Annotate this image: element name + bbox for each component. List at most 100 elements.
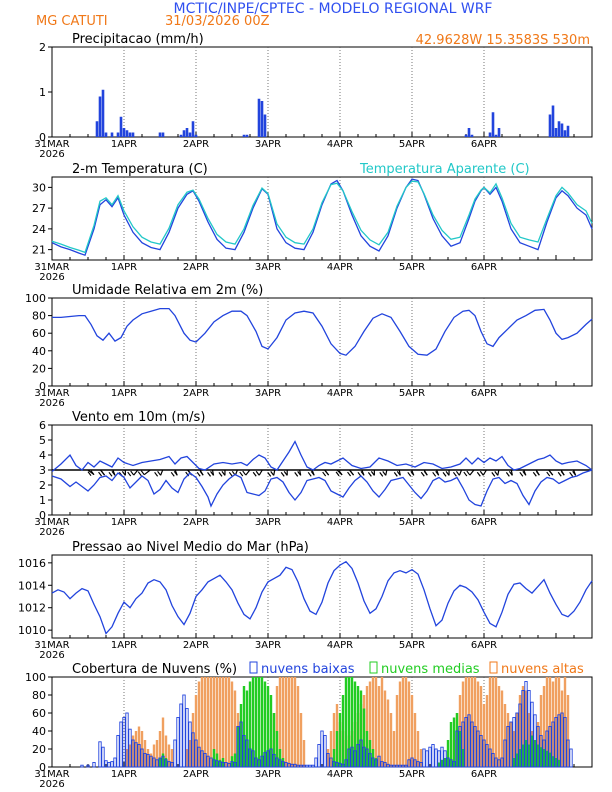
cloud-bar-nuvens-altas <box>491 677 495 767</box>
wind-barb-flag <box>196 471 201 477</box>
wind-barb <box>379 469 388 477</box>
cloud-bar-nuvens-baixas <box>440 746 444 768</box>
wind-barb <box>280 470 288 477</box>
cloud-bar-nuvens-baixas <box>317 744 321 768</box>
cloud-bar-nuvens-baixas <box>197 746 201 768</box>
cloud-bar-nuvens-medias <box>512 758 516 767</box>
wind-barb-flag <box>557 471 562 477</box>
wind-barb-flag <box>360 470 365 476</box>
precip-bar <box>122 128 126 137</box>
x-tick-label: 6APR <box>471 517 497 528</box>
cloud-legend-label: nuvens baixas <box>261 662 355 677</box>
cloud-bar-nuvens-altas <box>218 677 222 767</box>
pressure-frame <box>51 554 593 639</box>
x-tick-year: 2026 <box>39 527 64 538</box>
cloud-bar-nuvens-baixas <box>449 759 453 768</box>
cloud-bar-nuvens-altas <box>554 677 558 767</box>
cloud-bar-nuvens-altas <box>233 690 237 767</box>
wind-barb-flag <box>455 470 460 476</box>
cloud-bar-nuvens-baixas <box>509 721 513 768</box>
cloud-bar-nuvens-baixas <box>233 762 237 768</box>
cloud-bar-nuvens-altas <box>191 713 195 767</box>
wind-barb-flag <box>90 470 95 476</box>
wind-barb-flag <box>307 471 312 477</box>
cloud-bar-nuvens-medias <box>452 717 456 767</box>
wind-barb-shaft <box>273 469 276 476</box>
cloud-bar-nuvens-altas <box>566 695 570 767</box>
cloud-bar-nuvens-baixas <box>425 750 429 768</box>
wind-barb-flag <box>255 470 260 476</box>
cloud-bar-nuvens-baixas <box>293 763 297 768</box>
cloud-bar-nuvens-baixas <box>251 750 255 768</box>
precip-bar <box>548 114 552 137</box>
cloud-bar-nuvens-altas <box>467 677 471 767</box>
cloud-bar-nuvens-altas <box>545 677 549 767</box>
precip-bar <box>497 128 501 137</box>
wind-barb-flag <box>423 470 428 476</box>
cloud-bar-nuvens-baixas <box>536 726 540 768</box>
wind-barb-flag <box>445 471 450 476</box>
cloud-bar-nuvens-baixas <box>227 762 231 768</box>
cloud-bar-nuvens-medias <box>239 704 243 767</box>
cloud-bar-nuvens-altas <box>224 677 228 767</box>
cloud-bar-nuvens-baixas <box>407 759 411 768</box>
cloud-bar-nuvens-altas <box>557 677 561 767</box>
cloud-bar-nuvens-altas <box>278 677 282 767</box>
x-tick-year: 2026 <box>39 149 64 160</box>
cloud-bar-nuvens-medias <box>545 750 549 767</box>
cloud-bar-nuvens-medias <box>275 731 279 767</box>
y-tick-label: 30 <box>32 181 46 194</box>
wind-barb <box>307 469 315 477</box>
cloud-bar-nuvens-altas <box>524 690 528 767</box>
wind-barb-flag <box>463 471 468 477</box>
precip-bar <box>125 130 129 137</box>
x-tick-label: 2APR <box>183 388 209 399</box>
cloud-bar-nuvens-baixas <box>299 764 303 768</box>
wind-barb <box>393 469 401 477</box>
y-tick-label: 5 <box>39 434 46 447</box>
x-tick-label: 5APR <box>399 517 425 528</box>
wind-barb-shaft <box>245 469 251 476</box>
run-date: 31/03/2026 00Z <box>165 14 270 29</box>
x-tick-label: 31MAR <box>34 388 69 399</box>
cloud-bar-nuvens-altas <box>500 690 504 767</box>
cloud-bar-nuvens-medias <box>521 744 525 767</box>
cloud-bar-nuvens-baixas <box>314 757 318 768</box>
cloud-bar-nuvens-baixas <box>365 748 369 768</box>
cloud-bar-nuvens-baixas <box>521 690 525 768</box>
wind-barb-flag <box>325 470 330 476</box>
cloud-bar-nuvens-altas <box>551 681 555 767</box>
precip-bar <box>491 112 495 137</box>
cloud-bar-nuvens-baixas <box>566 739 570 768</box>
wind-barb-flag <box>572 470 577 476</box>
precip-bar <box>464 134 468 137</box>
cloud-bar-nuvens-baixas <box>116 735 120 768</box>
wind-barb-flag <box>218 472 223 477</box>
wind-barb-flag <box>252 471 257 477</box>
x-tick-label: 5APR <box>399 640 425 651</box>
x-tick-label: 1APR <box>111 388 137 399</box>
wind-barb-flag <box>297 471 302 476</box>
cloud-bar-nuvens-altas <box>206 677 210 767</box>
wind-barb <box>127 469 139 477</box>
cloud-bar-nuvens-medias <box>281 758 285 767</box>
wind-barb-flag <box>432 471 437 477</box>
wind-barb-flag <box>393 472 398 477</box>
wind-barb-flag <box>310 470 315 476</box>
x-tick-label: 31MAR <box>34 640 69 651</box>
wind-barb <box>569 469 577 477</box>
precip-bar <box>557 121 561 137</box>
cloud-bar-nuvens-altas <box>149 753 153 767</box>
cloud-bar-nuvens-altas <box>380 677 384 767</box>
forecast-title: MCTIC/INPE/CPTEC - MODELO REGIONAL WRF <box>174 1 493 17</box>
wind-barb-flag <box>157 470 162 476</box>
wind-barb-flag <box>210 471 215 476</box>
cloud-bar-nuvens-baixas <box>218 761 222 768</box>
cloud-bar-nuvens-baixas <box>497 759 501 768</box>
cloud-bar-nuvens-altas <box>527 713 531 767</box>
cloud-bar-nuvens-altas <box>374 677 378 767</box>
precip-bar <box>257 98 261 137</box>
cloud-bar-nuvens-altas <box>407 681 411 767</box>
